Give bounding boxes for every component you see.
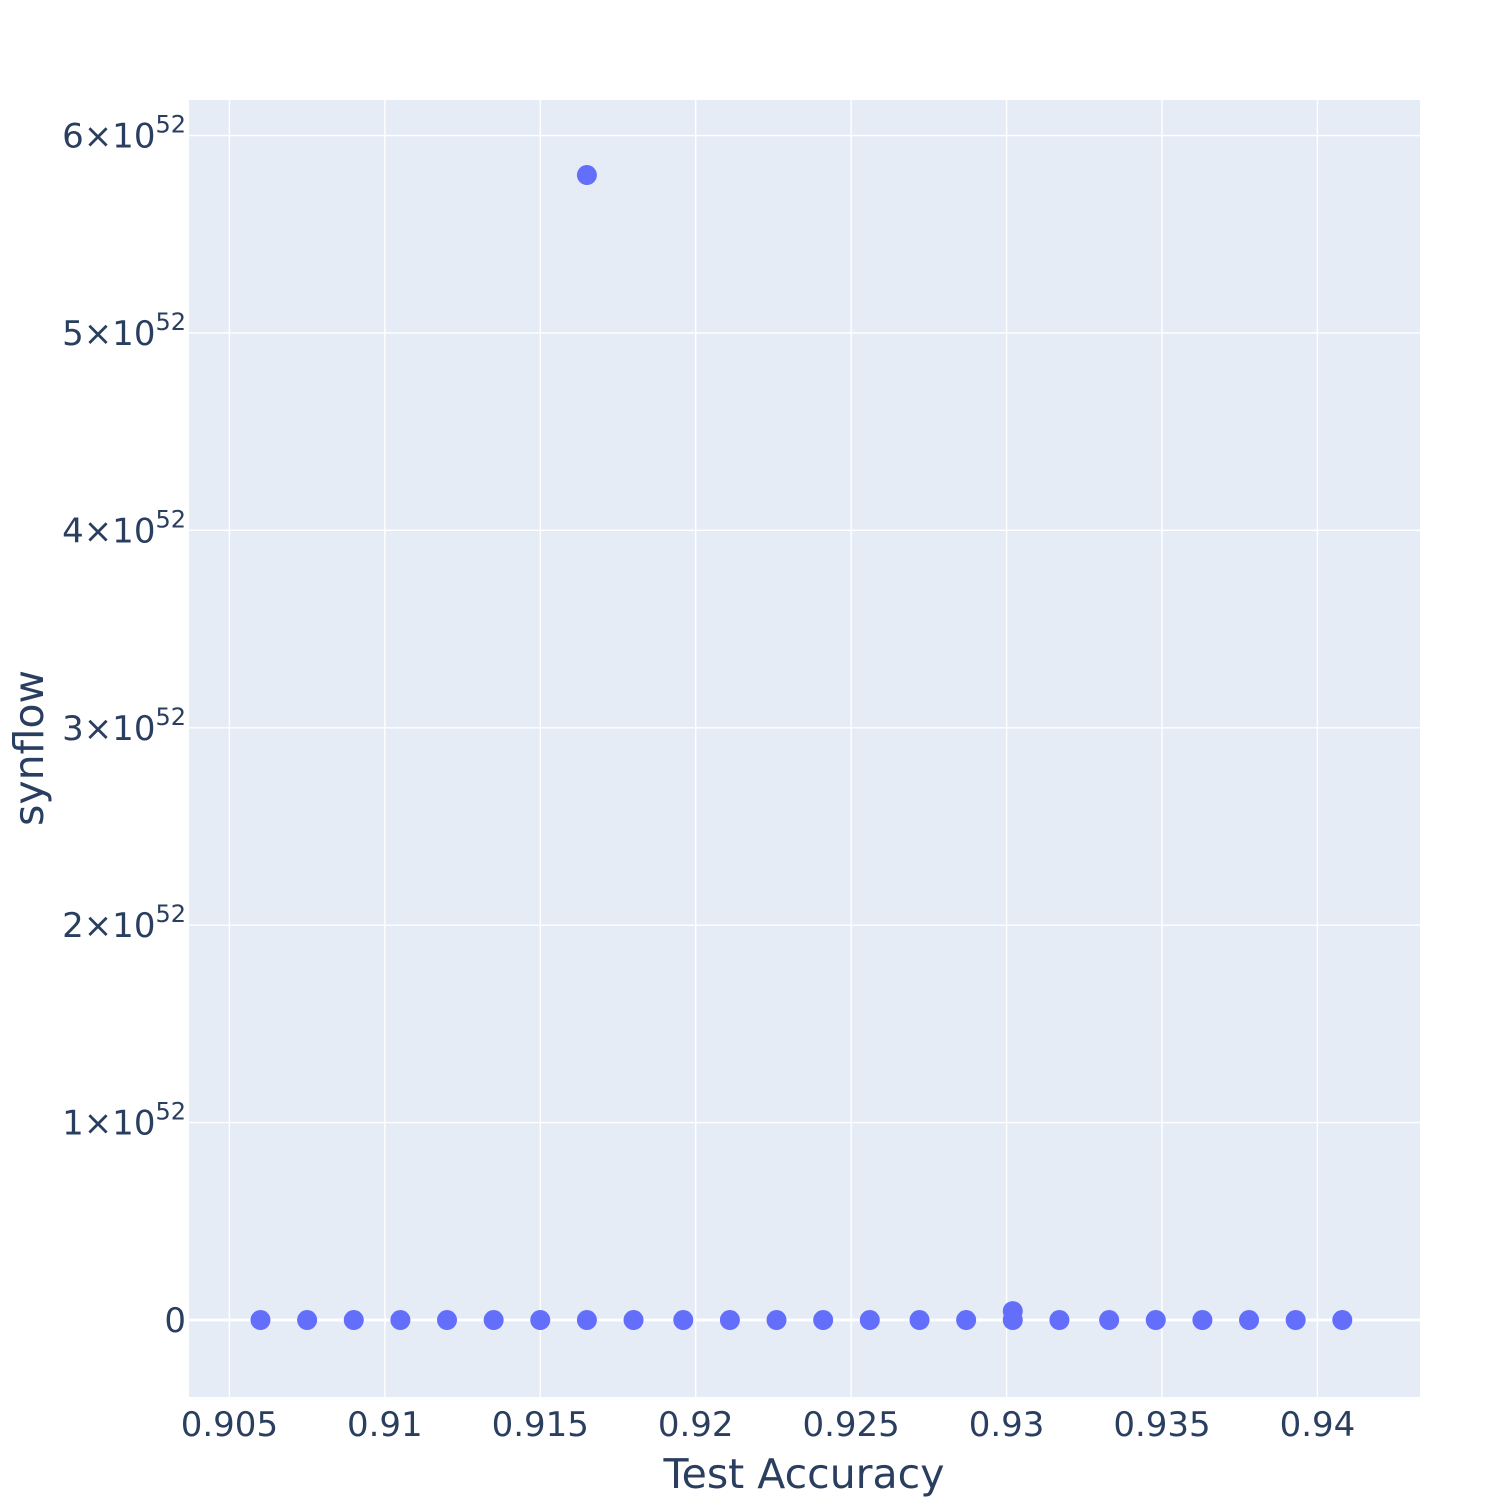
y-tick-mantissa: 3×10 bbox=[62, 709, 155, 749]
y-tick-exponent: 52 bbox=[155, 308, 186, 336]
data-point bbox=[1099, 1310, 1120, 1331]
data-point bbox=[1285, 1310, 1306, 1331]
gridlines bbox=[189, 100, 1420, 1397]
x-tick-label: 0.91 bbox=[347, 1405, 423, 1445]
data-point bbox=[530, 1310, 551, 1331]
y-tick-mantissa: 5×10 bbox=[62, 314, 155, 354]
y-tick-mantissa: 2×10 bbox=[62, 906, 155, 946]
data-point bbox=[1145, 1310, 1166, 1331]
x-tick-label: 0.94 bbox=[1280, 1405, 1356, 1445]
y-tick-exponent: 52 bbox=[155, 1098, 186, 1126]
data-point bbox=[343, 1310, 364, 1331]
data-point bbox=[437, 1310, 458, 1331]
data-point bbox=[813, 1310, 834, 1331]
y-tick-label: 0 bbox=[164, 1301, 186, 1341]
x-tick-label: 0.93 bbox=[969, 1405, 1045, 1445]
y-axis-title: synflow bbox=[5, 670, 53, 826]
data-point bbox=[576, 165, 597, 186]
data-point bbox=[673, 1310, 694, 1331]
y-tick-mantissa: 1×10 bbox=[62, 1104, 155, 1144]
data-point bbox=[766, 1310, 787, 1331]
data-point bbox=[859, 1310, 880, 1331]
y-tick-mantissa: 6×10 bbox=[62, 117, 155, 157]
x-tick-label: 0.935 bbox=[1113, 1405, 1210, 1445]
x-tick-label: 0.915 bbox=[492, 1405, 589, 1445]
y-tick-label: 2×1052 bbox=[62, 900, 186, 946]
data-point bbox=[1002, 1301, 1023, 1322]
data-point bbox=[1239, 1310, 1260, 1331]
data-point bbox=[909, 1310, 930, 1331]
data-point bbox=[719, 1310, 740, 1331]
data-point bbox=[483, 1310, 504, 1331]
plot-area bbox=[189, 100, 1420, 1397]
data-point bbox=[1049, 1310, 1070, 1331]
y-tick-exponent: 52 bbox=[155, 703, 186, 731]
data-point bbox=[623, 1310, 644, 1331]
y-tick-label: 4×1052 bbox=[62, 505, 186, 551]
x-tick-label: 0.925 bbox=[802, 1405, 899, 1445]
x-tick-label: 0.92 bbox=[658, 1405, 734, 1445]
data-point bbox=[390, 1310, 411, 1331]
y-tick-label: 5×1052 bbox=[62, 308, 186, 354]
y-tick-exponent: 52 bbox=[155, 505, 186, 533]
y-tick-label: 3×1052 bbox=[62, 703, 186, 749]
x-tick-labels: 0.905 0.91 0.915 0.92 0.925 0.93 0.935 0.94 bbox=[181, 1405, 1356, 1445]
data-point bbox=[297, 1310, 318, 1331]
y-tick-label: 6×1052 bbox=[62, 111, 186, 157]
data-point bbox=[576, 1310, 597, 1331]
data-point bbox=[956, 1310, 977, 1331]
y-tick-exponent: 52 bbox=[155, 111, 186, 139]
x-axis-title: Test Accuracy bbox=[663, 1450, 945, 1498]
data-points bbox=[250, 165, 1353, 1331]
y-tick-exponent: 52 bbox=[155, 900, 186, 928]
y-tick-mantissa: 0 bbox=[164, 1301, 186, 1341]
data-point bbox=[1192, 1310, 1213, 1331]
x-tick-label: 0.905 bbox=[181, 1405, 278, 1445]
y-tick-label: 1×1052 bbox=[62, 1098, 186, 1144]
data-point bbox=[250, 1310, 271, 1331]
data-point bbox=[1332, 1310, 1353, 1331]
y-tick-mantissa: 4×10 bbox=[62, 511, 155, 551]
